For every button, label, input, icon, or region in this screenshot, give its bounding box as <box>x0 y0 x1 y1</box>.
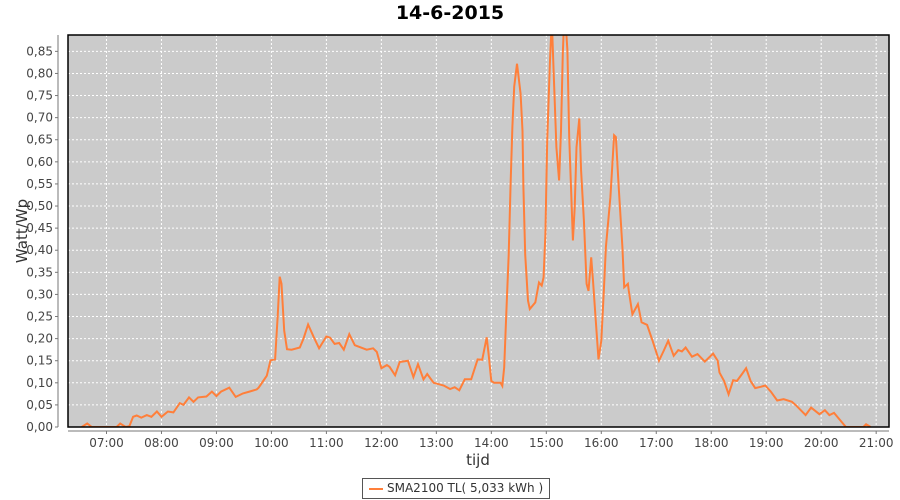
x-axis-label: tijd <box>466 451 490 469</box>
x-tick-label: 07:00 <box>89 436 124 450</box>
x-axis: 07:00 08:00 09:00 10:00 11:00 12:00 13:00 14:00… <box>68 430 894 450</box>
x-tick-label: 15:00 <box>529 436 564 450</box>
x-tick-label: 09:00 <box>199 436 234 450</box>
y-tick-label: 0,20 <box>26 332 53 346</box>
x-tick-label: 16:00 <box>584 436 619 450</box>
y-tick-label: 0,55 <box>26 177 53 191</box>
x-tick-label: 17:00 <box>639 436 674 450</box>
y-tick-label: 0,40 <box>26 243 53 257</box>
y-tick-label: 0,70 <box>26 111 53 125</box>
x-tick-label: 10:00 <box>254 436 289 450</box>
y-tick-label: 0,50 <box>26 199 53 213</box>
plot-border <box>67 34 890 428</box>
y-tick-label: 0,00 <box>26 420 53 434</box>
y-tick-label: 0,35 <box>26 265 53 279</box>
y-tick-label: 0,85 <box>26 44 53 58</box>
x-tick-label: 19:00 <box>749 436 784 450</box>
y-tick-label: 0,25 <box>26 310 53 324</box>
grid-lines <box>68 35 889 427</box>
x-tick-label: 14:00 <box>474 436 509 450</box>
legend-label: SMA2100 TL( 5,033 kWh ) <box>387 481 544 495</box>
y-tick-label: 0,30 <box>26 287 53 301</box>
y-tick-label: 0,05 <box>26 398 53 412</box>
y-axis-label: Watt/Wp <box>13 199 31 263</box>
plot-area <box>68 35 889 427</box>
y-tick-label: 0,60 <box>26 155 53 169</box>
legend-swatch <box>369 487 383 490</box>
y-tick-label: 0,65 <box>26 133 53 147</box>
series-line-sma2100 <box>81 35 872 427</box>
x-tick-label: 11:00 <box>309 436 344 450</box>
x-tick-label: 21:00 <box>859 436 894 450</box>
y-tick-label: 0,10 <box>26 376 53 390</box>
x-tick-label: 18:00 <box>694 436 729 450</box>
y-tick-label: 0,15 <box>26 354 53 368</box>
y-tick-label: 0,75 <box>26 89 53 103</box>
legend: SMA2100 TL( 5,033 kWh ) <box>362 478 551 499</box>
y-axis: 0,00 0,05 0,10 0,15 0,20 0,25 0,30 0,35 0,40 0,45… <box>26 35 59 434</box>
y-tick-label: 0,80 <box>26 66 53 80</box>
chart-title: 14-6-2015 <box>395 2 505 24</box>
x-tick-label: 12:00 <box>364 436 399 450</box>
x-tick-label: 08:00 <box>144 436 179 450</box>
y-tick-label: 0,45 <box>26 221 53 235</box>
x-tick-label: 20:00 <box>804 436 839 450</box>
x-tick-label: 13:00 <box>419 436 454 450</box>
